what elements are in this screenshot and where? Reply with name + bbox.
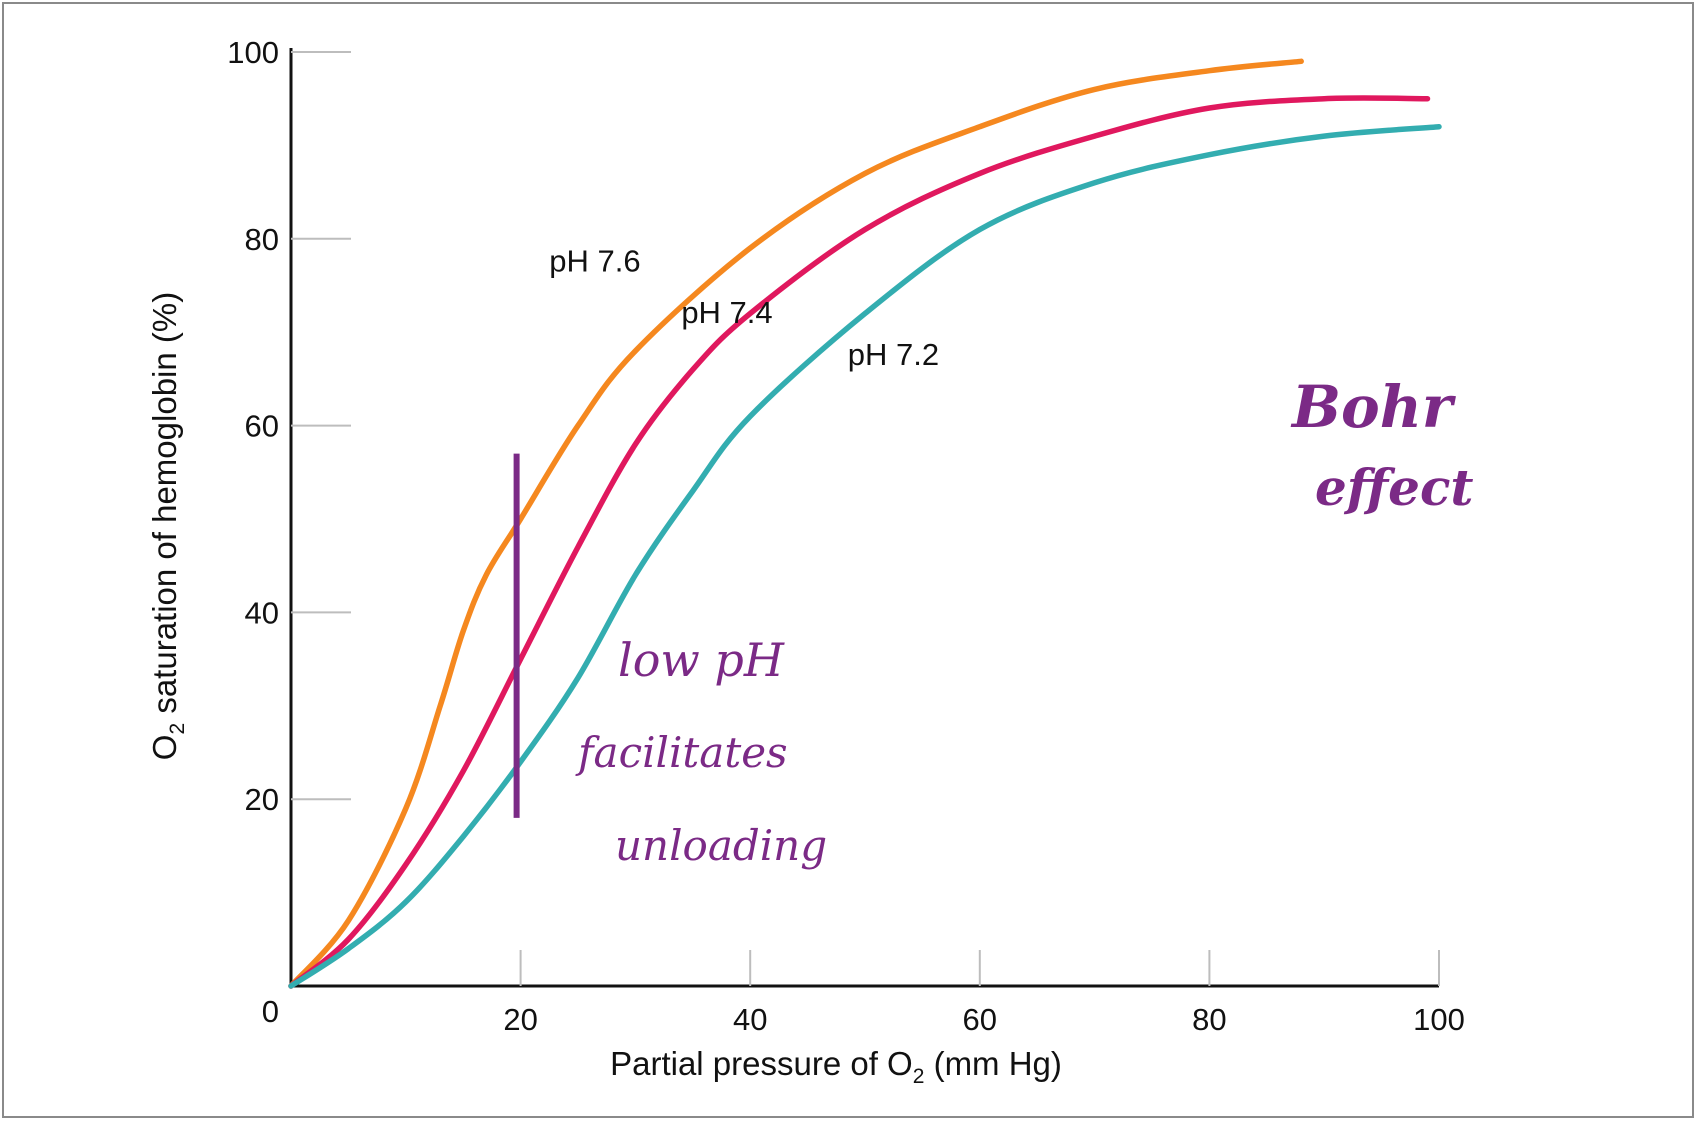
y-tick-label: 20 xyxy=(245,782,279,817)
y-tick-label: 100 xyxy=(227,35,279,70)
note-effect: effect xyxy=(1315,458,1474,517)
y-tick-label: 0 xyxy=(262,994,279,1029)
x-axis-label: Partial pressure of O2 (mm Hg) xyxy=(610,1045,1062,1088)
y-axis-label: O2 saturation of hemoglobin (%) xyxy=(146,292,189,760)
x-tick-label: 60 xyxy=(963,1002,997,1037)
y-tick-label: 40 xyxy=(245,595,279,630)
series-ph-7-4-line xyxy=(288,95,1431,989)
x-tick-label: 20 xyxy=(503,1002,537,1037)
note-bohr: Bohr xyxy=(1290,373,1457,441)
series-group xyxy=(288,58,1442,989)
label-ph-7-2: pH 7.2 xyxy=(848,337,939,372)
x-tick-label: 80 xyxy=(1192,1002,1226,1037)
ticks: 0 20 40 60 80 100 20 40 60 80 100 xyxy=(227,35,1465,1037)
note-low-ph: low pH xyxy=(618,633,785,687)
y-tick-label: 60 xyxy=(245,409,279,444)
x-tick-label: 100 xyxy=(1413,1002,1465,1037)
series-ph-7-2-line xyxy=(288,123,1442,989)
note-facilitates: facilitates xyxy=(575,728,788,777)
series-ph-7-6-line xyxy=(288,58,1304,989)
label-ph-7-6: pH 7.6 xyxy=(549,243,640,278)
handwritten-notes: Bohr effect low pH facilitates unloading xyxy=(575,373,1474,870)
x-tick-label: 40 xyxy=(733,1002,767,1037)
axes xyxy=(289,48,1439,988)
note-unloading: unloading xyxy=(615,821,827,870)
y-tick-label: 80 xyxy=(245,222,279,257)
series-labels: pH 7.6 pH 7.4 pH 7.2 xyxy=(549,243,939,371)
label-ph-7-4: pH 7.4 xyxy=(681,295,772,330)
